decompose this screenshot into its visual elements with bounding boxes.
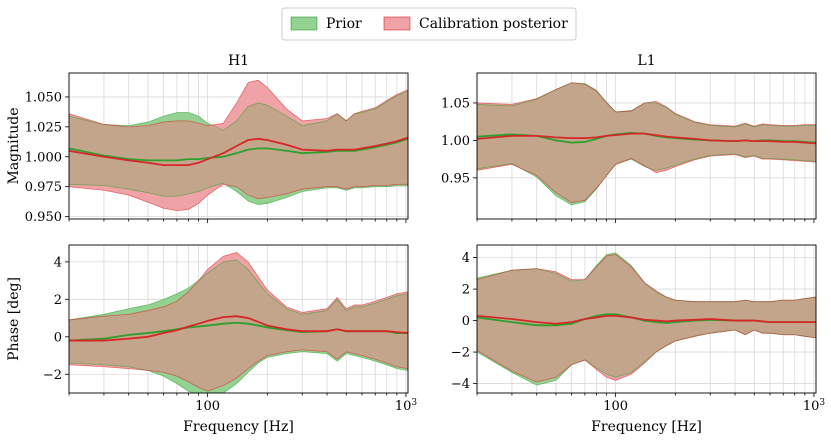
h1-magnitude-title: H1 — [228, 53, 249, 69]
l1-phase-ytick-label: −2 — [451, 346, 470, 361]
l1-phase-data — [477, 252, 816, 386]
h1-phase-ytick-label: −2 — [43, 368, 62, 383]
h1-magnitude-ytick-label: 1.000 — [25, 150, 62, 165]
legend-swatch-prior — [290, 16, 318, 31]
l1-magnitude-panel: 0.95 1.00 1.05 L1 — [441, 53, 817, 223]
h1-phase-xlabel: Frequency [Hz] — [183, 419, 294, 435]
legend-label-posterior: Calibration posterior — [419, 16, 568, 32]
h1-phase-overlap-band — [69, 259, 408, 392]
h1-magnitude-posterior-lower-edge — [69, 183, 408, 212]
l1-phase-posterior-median-line — [477, 314, 816, 325]
l1-phase-xtick-label: 103 — [803, 398, 826, 414]
h1-magnitude-prior-upper-edge — [69, 90, 408, 131]
l1-magnitude-ytick-label: 1.05 — [441, 96, 470, 111]
legend: Prior Calibration posterior — [281, 7, 577, 41]
legend-label-prior: Prior — [326, 16, 362, 32]
l1-phase-panel: 100 103 −4 −2 0 2 4 Frequency [Hz] — [451, 244, 826, 435]
h1-phase-ylabel: Phase [deg] — [6, 277, 22, 361]
h1-phase-panel: 100 103 −2 0 2 4 Frequency [Hz] Phase [deg] — [6, 244, 418, 435]
l1-magnitude-prior-lower-edge — [477, 153, 816, 206]
h1-magnitude-prior-lower-edge — [69, 182, 408, 206]
h1-magnitude-ytick-label: 1.050 — [25, 90, 62, 105]
h1-phase-axes-frame — [68, 244, 409, 394]
h1-magnitude-ytick-label: 0.950 — [25, 210, 62, 225]
l1-phase-ytick-label: −4 — [451, 377, 470, 392]
h1-phase-ytick-label: 4 — [54, 255, 62, 270]
h1-magnitude-posterior-median-line — [69, 136, 408, 167]
h1-phase-posterior-median-line — [69, 315, 408, 342]
h1-phase-xtick-label: 100 — [195, 399, 220, 414]
l1-phase-ytick-label: 4 — [462, 251, 470, 266]
h1-phase-ytick-label: 2 — [54, 293, 62, 308]
h1-magnitude-panel: 0.950 0.975 1.000 1.025 1.050 H1 Magnitude — [6, 53, 409, 225]
l1-phase-ytick-label: 0 — [462, 314, 470, 329]
legend-frame — [281, 7, 577, 41]
h1-phase-prior-lower-edge — [69, 351, 408, 393]
h1-phase-xtick-label: 103 — [395, 398, 418, 414]
l1-magnitude-overlap-band — [477, 82, 816, 203]
h1-phase-posterior-lower-edge — [69, 349, 408, 392]
h1-phase-prior-upper-edge — [69, 259, 408, 321]
h1-phase-ytick-label: 0 — [54, 330, 62, 345]
l1-phase-posterior-upper-edge — [477, 254, 816, 303]
l1-magnitude-ytick-label: 1.00 — [441, 134, 470, 149]
l1-magnitude-posterior-lower-edge — [477, 154, 816, 203]
h1-phase-data — [69, 252, 408, 393]
h1-magnitude-ylabel: Magnitude — [6, 107, 22, 184]
l1-magnitude-posterior-median-line — [477, 132, 816, 145]
l1-phase-xlabel: Frequency [Hz] — [591, 419, 702, 435]
h1-magnitude-posterior-upper-edge — [69, 79, 408, 128]
l1-magnitude-ytick-label: 0.95 — [441, 171, 470, 186]
h1-magnitude-ytick-label: 0.975 — [25, 180, 62, 195]
h1-magnitude-ytick-label: 1.025 — [25, 120, 62, 135]
l1-phase-axes-frame — [476, 244, 817, 394]
l1-magnitude-title: L1 — [637, 53, 655, 69]
l1-phase-overlap-band — [477, 254, 816, 382]
h1-phase-posterior-upper-edge — [69, 252, 408, 321]
l1-phase-xtick-label: 100 — [603, 399, 628, 414]
h1-magnitude-data — [69, 79, 408, 212]
l1-magnitude-axes-frame — [476, 72, 817, 220]
h1-magnitude-prior-median-line — [69, 137, 408, 162]
l1-magnitude-data — [477, 82, 816, 206]
h1-magnitude-axes-frame — [68, 72, 409, 220]
l1-phase-ytick-label: 2 — [462, 283, 470, 298]
legend-swatch-posterior — [383, 16, 411, 31]
l1-phase-posterior-lower-edge — [477, 329, 816, 383]
l1-magnitude-posterior-upper-edge — [477, 82, 816, 127]
